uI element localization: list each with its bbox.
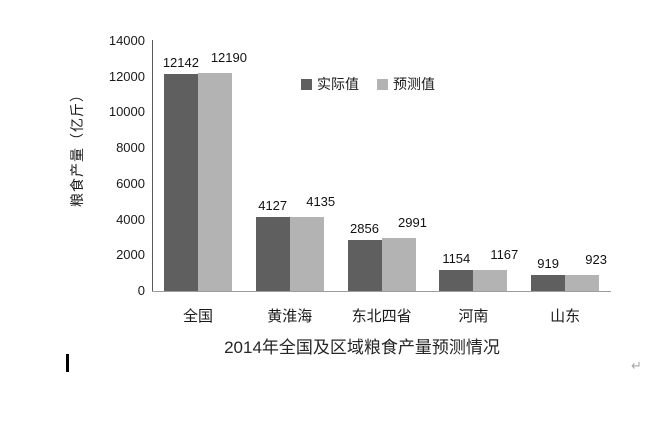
bar-value-label: 2856 (350, 221, 379, 236)
bar-value-label: 4127 (258, 198, 288, 214)
legend-swatch (301, 78, 312, 90)
bar-value-label: 923 (585, 251, 607, 267)
y-tick-label: 14000 (108, 33, 145, 48)
legend-swatch (377, 78, 388, 90)
bar-value-label: 919 (537, 255, 559, 271)
bar-value-label: 12190 (210, 50, 247, 66)
legend-label: 实际值 (317, 76, 359, 92)
x-category-label: 全国 (182, 308, 213, 325)
y-tick-label: 4000 (116, 211, 145, 227)
bar-value-label: 2991 (398, 214, 427, 230)
legend: 实际值 预测值 (301, 74, 435, 94)
bar-value-label: 4135 (306, 194, 336, 210)
bar-forecast (197, 73, 232, 291)
bar-value-label: 12142 (162, 55, 199, 71)
text-cursor (66, 354, 69, 372)
bar-actual (255, 217, 290, 291)
x-category-label: 黄淮海 (267, 308, 313, 325)
y-axis-title: 粮食产量（亿斤） (69, 87, 85, 207)
y-tick-label: 8000 (116, 140, 145, 156)
bar-forecast (381, 237, 416, 291)
bar-forecast (565, 274, 600, 291)
y-tick-label: 6000 (116, 175, 145, 191)
legend-label: 预测值 (393, 76, 435, 92)
x-category-label: 河南 (458, 308, 489, 325)
bar-value-label: 1154 (442, 251, 471, 267)
x-category-label: 山东 (550, 308, 581, 325)
paragraph-mark: ↵ (631, 358, 642, 373)
bar-actual (347, 240, 382, 291)
y-tick-label: 0 (137, 283, 145, 298)
y-tick-label: 2000 (116, 247, 145, 263)
x-axis-line (152, 291, 611, 292)
legend-item: 预测值 (377, 74, 435, 94)
y-tick-label: 12000 (108, 68, 145, 84)
y-axis-line (152, 40, 153, 291)
bar-value-label: 1167 (490, 247, 519, 263)
bar-actual (163, 74, 198, 291)
y-tick-label: 10000 (108, 104, 145, 120)
chart-title: 2014年全国及区域粮食产量预测情况 (224, 338, 500, 357)
bar-actual (439, 270, 474, 291)
legend-item: 实际值 (301, 74, 359, 94)
x-category-label: 东北四省 (351, 308, 412, 325)
bar-forecast (473, 270, 508, 291)
bar-actual (531, 274, 566, 291)
bar-forecast (289, 217, 324, 291)
